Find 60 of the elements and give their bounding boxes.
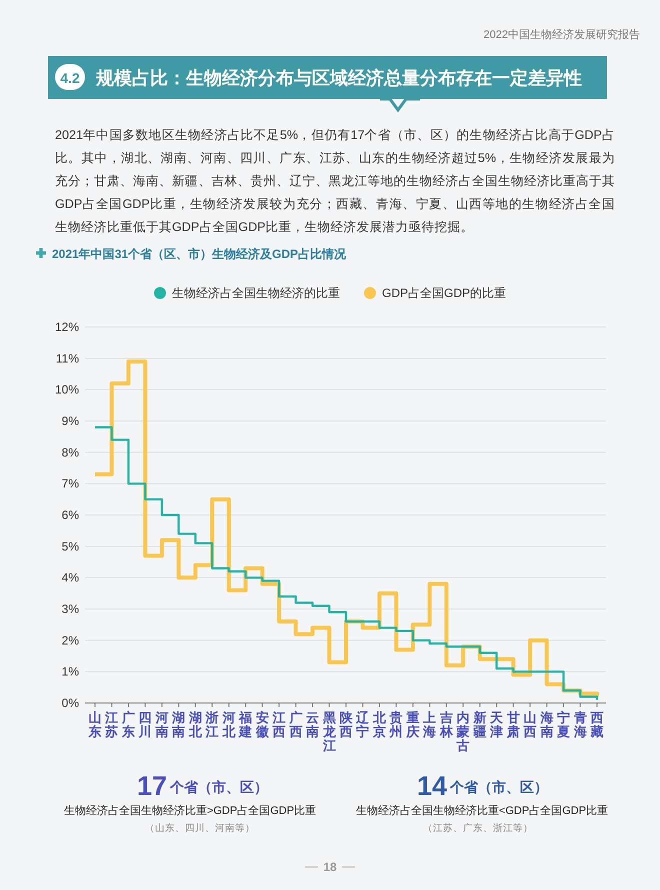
legend-label: 生物经济占全国生物经济的比重 (172, 286, 340, 300)
x-tick-label: 山西 (522, 710, 537, 739)
text: 2022中国生物经济发展研究报告 (484, 28, 640, 41)
x-tick-label: 辽宁 (355, 710, 370, 739)
x-tick-label: 广西 (288, 710, 302, 739)
x-tick-label: 重庆 (405, 710, 420, 739)
x-tick-label: 青海 (572, 710, 587, 739)
y-tick-label: 10% (54, 382, 80, 397)
x-tick-label: 四川 (138, 710, 152, 739)
legend-label: GDP占全国GDP的比重 (382, 286, 506, 300)
x-tick-label: 吉林 (438, 710, 454, 739)
y-tick-label: 1% (62, 664, 80, 679)
text: 个省（市、区） (449, 779, 548, 795)
y-tick-label: 3% (62, 602, 80, 616)
text: 2021年中国多数地区生物经济占比不足5%，但仍有17个省（市、区）的生物经济占比高于GDP占比。其中，湖北、湖南、河南、四川、广东、江苏、山东的生物经济超过5%，生物经济发展最为充分；甘肃、海南、新疆、吉林、贵州、辽宁、黑龙江等地的生物经济占全国生物经济比重高于其GDP占全国GDP比重，生物经济发展较为充分；西藏、青海、宁夏、山西等地的生物经济占全国生物经济比重低于其GDP占全国GDP比重，生物经济发展潜力亟待挖掘。 (55, 127, 615, 236)
x-tick-label: 贵州 (388, 710, 403, 739)
x-tick-label: 山东 (88, 710, 102, 739)
x-tick-label: 浙江 (204, 710, 219, 739)
text: 个省（市、区） (169, 779, 268, 795)
x-tick-label: 陕西 (338, 710, 354, 739)
x-tick-label: 海南 (539, 710, 554, 739)
text: （江苏、广东、浙江等） (423, 822, 533, 834)
x-tick-label: 湖南 (171, 710, 186, 739)
x-tick-label: 黑龙江 (322, 710, 337, 753)
text: 4.2 (60, 70, 80, 86)
x-tick-label: 河南 (154, 710, 168, 739)
x-tick-label: 内蒙古 (456, 710, 470, 753)
text: 14 (416, 771, 448, 801)
y-tick-label: 8% (62, 445, 80, 460)
chart-title: 2021年中国31个省（区、市）生物经济及GDP占比情况 (52, 247, 348, 261)
x-tick-label: 河北 (221, 710, 236, 739)
text: 规模占比：生物经济分布与区域经济总量分布存在一定差异性 (95, 68, 582, 88)
y-tick-label: 5% (62, 539, 80, 554)
x-tick-label: 甘肃 (506, 710, 520, 739)
x-tick-label: 云南 (305, 710, 320, 739)
x-tick-label: 湖北 (188, 710, 203, 739)
y-tick-label: 2% (62, 633, 80, 648)
text: 生物经济占全国生物经济比重<GDP占全国GDP比重 (356, 804, 608, 817)
y-tick-label: 0% (62, 696, 80, 710)
x-tick-label: 江苏 (104, 710, 118, 739)
y-tick-label: 11% (56, 351, 80, 366)
text: 17 (136, 771, 168, 801)
text: 18 (323, 860, 337, 874)
x-tick-label: 宁夏 (556, 710, 570, 739)
x-tick-label: 天津 (489, 710, 504, 739)
y-tick-label: 7% (62, 476, 80, 491)
y-tick-label: 4% (62, 570, 80, 585)
x-tick-label: 安徽 (254, 710, 270, 739)
x-tick-label: 江西 (272, 710, 286, 739)
x-tick-label: 福建 (238, 710, 252, 739)
x-tick-label: 北京 (372, 710, 387, 739)
x-tick-label: 广东 (120, 710, 135, 739)
x-tick-label: 新疆 (472, 710, 486, 739)
x-tick-label: 西藏 (590, 710, 604, 739)
text: （山东、四川、河南等） (145, 822, 255, 834)
y-tick-label: 6% (62, 508, 80, 522)
y-tick-label: 9% (62, 414, 80, 428)
y-tick-label: 12% (54, 320, 80, 334)
text: 生物经济占全国生物经济比重>GDP占全国GDP比重 (64, 804, 316, 817)
x-tick-label: 上海 (422, 710, 436, 739)
